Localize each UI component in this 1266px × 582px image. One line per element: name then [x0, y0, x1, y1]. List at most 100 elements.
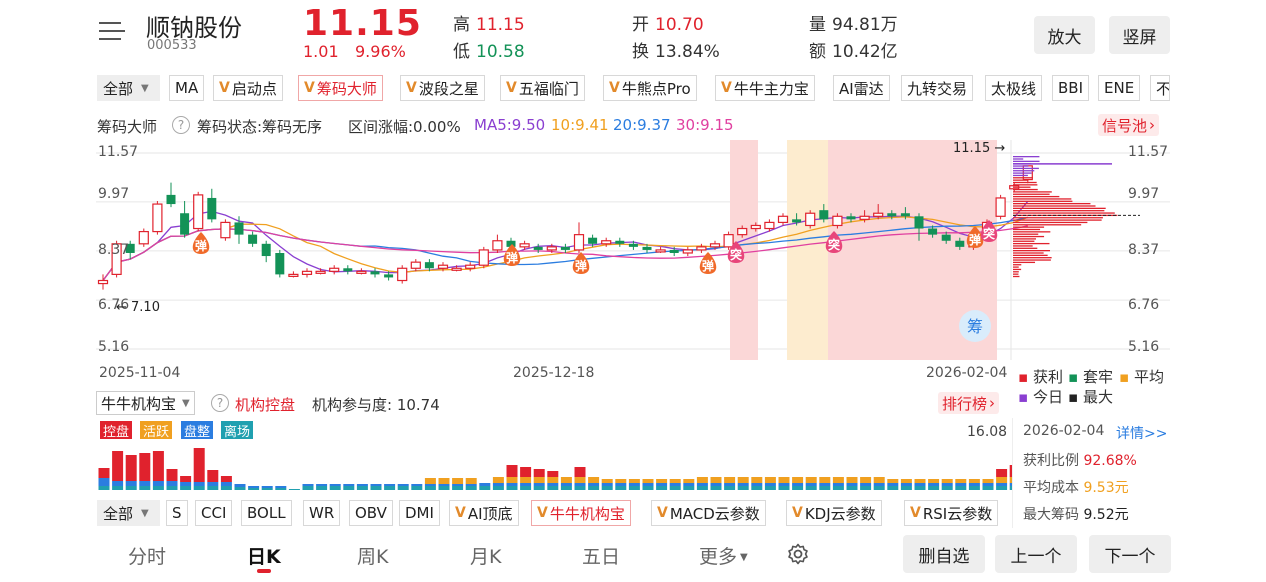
institution-bar [860, 477, 871, 483]
bottom-tab-cci[interactable]: CCI [195, 500, 232, 526]
institution-bar [819, 477, 830, 483]
top-tab-chouma[interactable]: V 筹码大师 [298, 75, 383, 101]
institution-bar [126, 481, 137, 486]
period-tab-fiveday[interactable]: 五日 [582, 542, 620, 569]
sub-indicator-select[interactable]: 牛牛机构宝 ▼ [96, 391, 195, 415]
institution-bar [139, 481, 150, 486]
high-stat: 高 11.15 [453, 10, 525, 35]
chip-bar [1013, 271, 1019, 272]
period-tab-weekly[interactable]: 周K [357, 542, 388, 569]
low-stat: 低 10.58 [453, 37, 525, 62]
institution-bar [126, 486, 137, 490]
institution-bar [507, 477, 518, 483]
candlestick-chart[interactable]: 弹弹弹 弹突突弹突筹 [0, 138, 1266, 368]
institution-bar [738, 483, 749, 486]
candle-body [819, 210, 828, 219]
v-icon: V [406, 80, 417, 96]
remove-watchlist-button[interactable]: 删自选 [903, 535, 985, 573]
institution-bar [248, 488, 259, 490]
bottom-tab-boll[interactable]: BOLL [241, 500, 292, 526]
top-tab-boduan[interactable]: V 波段之星 [400, 75, 485, 101]
marker-label: 弹 [969, 232, 981, 247]
institution-bar-chart[interactable] [0, 440, 1012, 495]
y-axis-label-left: 11.57 [98, 144, 138, 160]
settings-gear-icon[interactable] [786, 542, 810, 566]
institution-bar [860, 483, 871, 486]
portrait-button[interactable]: 竖屏 [1109, 16, 1170, 54]
signal-pool-button[interactable]: 信号池 › [1098, 114, 1159, 136]
period-tab-monthly[interactable]: 月K [470, 542, 501, 569]
institution-bar [996, 469, 1007, 477]
candle-body [207, 198, 216, 219]
legend-today: ▪ 今日 [1018, 386, 1063, 407]
candle-body [751, 225, 760, 228]
candle-body [806, 213, 815, 225]
institution-bar [615, 479, 626, 483]
top-tab-all[interactable]: 全部 ▼ [97, 75, 160, 101]
chip-bar [1013, 168, 1039, 169]
institution-bar [751, 486, 762, 490]
candle-body [411, 262, 420, 268]
zoom-button[interactable]: 放大 [1034, 16, 1095, 54]
top-tab-ai-radar[interactable]: AI雷达 [833, 75, 890, 101]
institution-bar [330, 484, 341, 486]
bottom-tab-kdj[interactable]: V KDJ云参数 [786, 500, 882, 526]
bottom-tab-dmi[interactable]: DMI [399, 500, 440, 526]
marker-label: 突 [730, 247, 742, 262]
institution-bar [561, 486, 572, 490]
institution-bar [466, 486, 477, 490]
top-tab-ma[interactable]: MA [169, 75, 204, 101]
institution-bar [643, 483, 654, 486]
bottom-tab-ai-dingdi[interactable]: V AI顶底 [449, 500, 519, 526]
chip-details-link[interactable]: 详情>> [1116, 423, 1167, 443]
candle-body [561, 247, 570, 250]
v-icon: V [506, 80, 517, 96]
institution-bar [751, 483, 762, 486]
chevron-right-icon: › [989, 394, 995, 412]
top-tab-taiji[interactable]: 太极线 [985, 75, 1042, 101]
top-tab-jiuzhuan[interactable]: 九转交易 [901, 75, 973, 101]
bottom-tab-wr[interactable]: WR [303, 500, 340, 526]
previous-stock-button[interactable]: 上一个 [995, 535, 1077, 573]
bottom-tab-all[interactable]: 全部 ▼ [97, 500, 160, 526]
institution-bar [765, 486, 776, 490]
help-icon[interactable]: ? [172, 116, 190, 134]
top-tab-more[interactable]: 不 [1150, 75, 1170, 101]
v-icon: V [657, 505, 668, 521]
chip-panel-date: 2026-02-04 [1023, 423, 1104, 439]
chip-bar [1013, 234, 1038, 235]
top-tab-ene[interactable]: ENE [1098, 75, 1140, 101]
badge-panzheng: 盘整 [181, 421, 213, 439]
period-tab-more[interactable]: 更多 ▼ [699, 542, 748, 569]
chip-bar [1013, 158, 1023, 159]
institution-bar [452, 484, 463, 486]
top-tab-qidongdian[interactable]: V 启动点 [213, 75, 283, 101]
institution-bar [874, 483, 885, 486]
bottom-tab-s[interactable]: S [166, 500, 188, 526]
menu-icon[interactable] [99, 22, 125, 46]
bottom-tab-jigoubao[interactable]: V 牛牛机构宝 [531, 500, 631, 526]
institution-bar [670, 486, 681, 490]
chip-bar [1013, 194, 1050, 195]
bottom-tab-macd[interactable]: V MACD云参数 [651, 500, 766, 526]
institution-bar [860, 486, 871, 490]
bottom-tab-rsi[interactable]: V RSI云参数 [904, 500, 998, 526]
top-tab-zhulibao[interactable]: V 牛牛主力宝 [715, 75, 815, 101]
top-tab-wufu[interactable]: V 五福临门 [500, 75, 585, 101]
turnover-stat: 换 13.84% [632, 37, 720, 62]
bottom-tab-obv[interactable]: OBV [349, 500, 393, 526]
candle-body [384, 274, 393, 277]
ranking-button[interactable]: 排行榜 › [938, 392, 999, 414]
help-icon[interactable]: ? [211, 394, 229, 412]
top-tab-niuxiong[interactable]: V 牛熊点Pro [603, 75, 697, 101]
candle-body [235, 222, 244, 234]
candle-body [683, 250, 692, 253]
top-tab-bbi[interactable]: BBI [1052, 75, 1089, 101]
period-tab-daily[interactable]: 日K [247, 542, 281, 569]
candle-body [860, 216, 869, 219]
next-stock-button[interactable]: 下一个 [1089, 535, 1171, 573]
marker-label: 弹 [702, 258, 714, 273]
period-tab-intraday[interactable]: 分时 [128, 542, 166, 569]
stock-code: 000533 [147, 38, 197, 53]
chip-bar [1013, 172, 1032, 173]
